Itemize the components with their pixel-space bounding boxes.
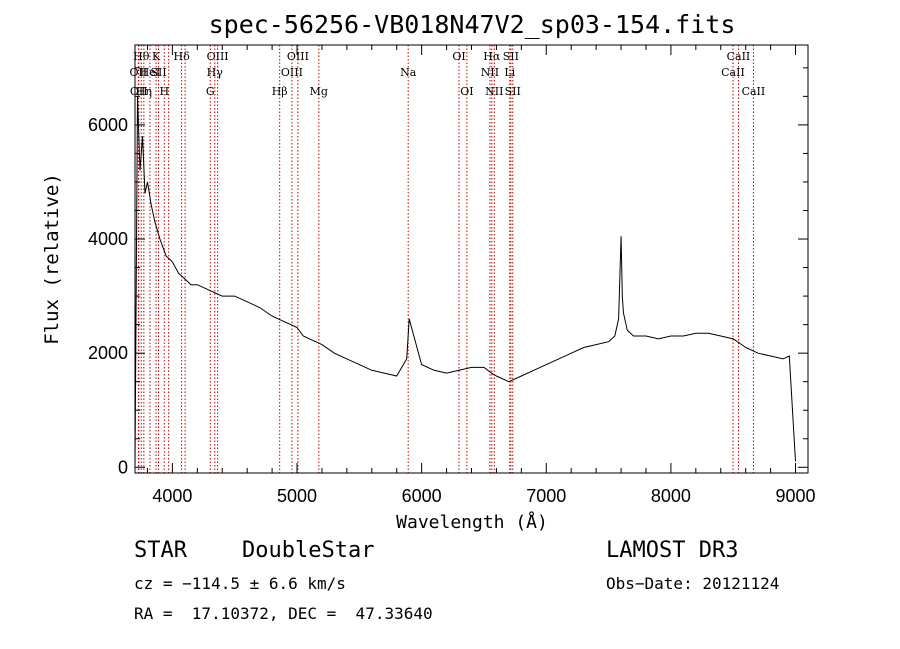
x-tick-label: 8000 bbox=[651, 486, 691, 506]
x-axis-label: Wavelength (Å) bbox=[396, 511, 548, 533]
y-tick-label: 0 bbox=[118, 457, 128, 477]
spectral-line-label: CaII bbox=[742, 85, 766, 98]
y-tick-label: 2000 bbox=[88, 343, 128, 363]
spectral-line-label: OII bbox=[130, 85, 148, 98]
spectral-line-label: SII bbox=[505, 85, 521, 98]
object-class: STAR bbox=[134, 538, 187, 563]
axis-ticks bbox=[135, 45, 808, 473]
survey-name: LAMOST DR3 bbox=[606, 538, 739, 563]
spectral-line-label: Mg bbox=[310, 85, 328, 98]
spectral-line-label: OIII bbox=[281, 66, 303, 79]
spectral-line-label: CaII bbox=[727, 50, 751, 63]
spectral-line-label: HeI bbox=[140, 66, 160, 79]
chart-title: spec-56256-VB018N47V2_sp03-154.fits bbox=[209, 10, 736, 39]
x-tick-label: 7000 bbox=[526, 486, 566, 506]
spectral-line-label: Na bbox=[400, 66, 417, 79]
y-axis-label: Flux (relative) bbox=[41, 173, 63, 345]
spectral-line-label: Hβ bbox=[272, 85, 288, 98]
observation-date: Obs−Date: 20121124 bbox=[606, 574, 780, 593]
x-tick-label: 5000 bbox=[277, 486, 317, 506]
y-tick-label: 4000 bbox=[88, 229, 128, 249]
y-tick-label: 6000 bbox=[88, 115, 128, 135]
spectral-line-label: CaII bbox=[721, 66, 745, 79]
spectral-line-label: H bbox=[159, 85, 169, 98]
spectral-line-label: OI bbox=[460, 85, 473, 98]
spectral-line-label: Li bbox=[504, 66, 515, 79]
spectral-line-label: OIII bbox=[287, 50, 309, 63]
spectral-line-label: Hδ bbox=[174, 50, 191, 63]
object-subclass: DoubleStar bbox=[242, 538, 375, 563]
x-tick-label: 6000 bbox=[402, 486, 442, 506]
x-tick-label: 4000 bbox=[152, 486, 192, 506]
spectral-line-markers bbox=[137, 45, 754, 473]
spectral-line-label: Hγ bbox=[207, 66, 224, 79]
spectral-line-label: NII bbox=[485, 85, 503, 98]
spectral-line-label: NII bbox=[481, 66, 499, 79]
x-tick-label: 9000 bbox=[776, 486, 816, 506]
spectral-line-label: Hη bbox=[136, 85, 152, 98]
spectral-line-label: Hα bbox=[483, 50, 501, 63]
plot-frame bbox=[134, 44, 809, 474]
redshift-velocity: cz = −114.5 ± 6.6 km/s bbox=[134, 574, 346, 593]
spectral-line-label: OIII bbox=[207, 50, 229, 63]
x-tick-labels: 4000 5000 6000 7000 8000 9000 bbox=[152, 486, 815, 506]
spectral-line-label: OII bbox=[130, 66, 148, 79]
spectral-line-label: SII bbox=[503, 50, 519, 63]
coordinates: RA = 17.10372, DEC = 47.33640 bbox=[134, 604, 433, 623]
spectral-line-label: OI bbox=[452, 50, 465, 63]
y-tick-labels: 0 2000 4000 6000 bbox=[88, 115, 128, 477]
spectral-line-label: SII bbox=[150, 66, 166, 79]
spectral-line-label: K bbox=[152, 50, 161, 63]
flux-series-line bbox=[134, 96, 796, 468]
spectral-line-label: Hθ bbox=[133, 50, 150, 63]
spectral-line-label: G bbox=[206, 85, 215, 98]
